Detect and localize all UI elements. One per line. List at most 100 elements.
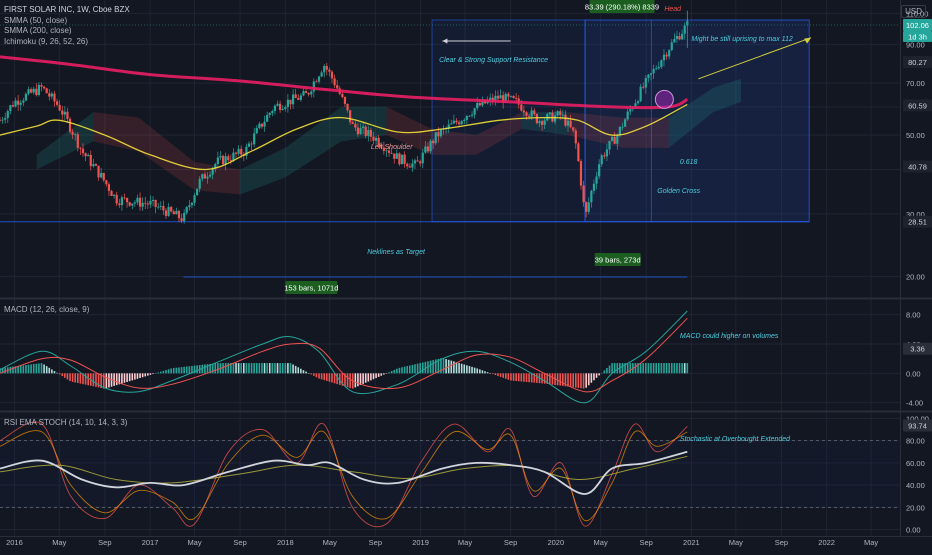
measure-top-badge: 83.39 (290.18%) 8339 (585, 0, 659, 13)
candle-body (107, 184, 111, 191)
macd-bar (354, 373, 357, 388)
countdown-badge-bg (903, 30, 932, 42)
symbol-title[interactable]: FIRST SOLAR INC, 1W, Cboe BZX (4, 5, 130, 14)
macd-bar (134, 373, 136, 380)
macd-bar (549, 373, 551, 385)
macd-bar (460, 363, 463, 374)
macd-bar (157, 372, 160, 374)
indicator-smma200-label[interactable]: SMMA (200, close) (4, 26, 72, 35)
macd-bar (590, 373, 593, 383)
macd-bar (95, 373, 97, 387)
macd-pane-title[interactable]: MACD (12, 26, close, 9) (4, 305, 90, 314)
measure-bars-left-badge: 153 bars, 1071d (284, 281, 338, 294)
candle-body (120, 197, 124, 206)
indicator-ichimoku-label[interactable]: Ichimoku (9, 26, 52, 26) (4, 36, 89, 46)
candle-body (629, 109, 632, 112)
rsi-pane-title[interactable]: RSI EMA STOCH (14, 10, 14, 3, 3) (4, 418, 128, 427)
macd-bar (0, 368, 1, 374)
macd-bar (606, 367, 608, 374)
macd-bar (118, 373, 121, 385)
macd-bar (305, 371, 307, 374)
candle-body (670, 42, 673, 51)
macd-bar (17, 365, 19, 374)
macd-bar (284, 363, 287, 374)
macd-bar (463, 364, 466, 374)
macd-bar (139, 373, 141, 379)
macd-bar (188, 366, 191, 374)
macd-tick-label: 8.00 (906, 311, 921, 320)
time-tick-label: 2016 (6, 538, 23, 547)
candle-body (678, 36, 681, 40)
macd-bar (175, 367, 178, 374)
candle-body (509, 95, 513, 97)
macd-bar (616, 363, 619, 374)
price-tick-label: 30.00 (906, 210, 925, 219)
candle-body (649, 73, 653, 75)
candle-body (74, 134, 77, 136)
candle-body (626, 111, 629, 120)
ichimoku-cloud (623, 117, 669, 148)
macd-bar (51, 369, 53, 374)
candle-body (362, 126, 365, 129)
measure-bars-left-badge-bg (285, 281, 338, 294)
ichimoku-cloud (240, 147, 286, 195)
time-tick-label: 2019 (412, 538, 429, 547)
candle-body (310, 91, 313, 95)
candle-body (616, 135, 619, 144)
macd-bar (77, 373, 79, 384)
macd-bar (313, 373, 315, 376)
candle-body (268, 112, 271, 115)
macd-bar (450, 360, 453, 374)
macd-bar (512, 373, 515, 381)
candle-body (118, 203, 121, 206)
candle-body (533, 110, 536, 115)
macd-bar (45, 366, 48, 374)
measure-bars-right-badge-text: 39 bars, 273d (595, 256, 641, 265)
price-tick-label: 50.00 (906, 131, 925, 140)
candle-body (598, 164, 601, 177)
macd-bar (294, 365, 297, 374)
candle-body (196, 188, 199, 196)
candle-body (349, 110, 352, 123)
support-arrow-head (442, 38, 448, 44)
candle-body (468, 115, 471, 117)
candle-body (452, 120, 455, 124)
macd-bar (629, 363, 632, 374)
candle-body (81, 148, 85, 154)
macd-bar (35, 363, 38, 374)
macd-bar (546, 373, 549, 384)
macd-bar (510, 373, 512, 381)
candle-body (644, 77, 647, 88)
currency-label[interactable]: USD (901, 5, 926, 18)
macd-bar (458, 362, 460, 374)
candle-body (665, 54, 668, 57)
candle-body (587, 202, 590, 212)
candle-body (395, 153, 398, 159)
macd-bar (639, 363, 642, 374)
annotation-rsi: Stochastic at Overbought Extended (680, 436, 791, 443)
candle-body (540, 121, 544, 125)
macd-bar (665, 363, 668, 374)
time-tick-label: 2022 (818, 538, 835, 547)
macd-bar (650, 363, 652, 374)
macd-bar (507, 373, 510, 380)
macd-bar (38, 363, 40, 374)
macd-bar (562, 373, 564, 386)
candle-body (245, 146, 248, 156)
macd-bar (437, 358, 440, 374)
macd-bar (12, 366, 14, 374)
candle-body (553, 115, 557, 122)
macd-bar (170, 368, 172, 374)
macd-bar (178, 367, 180, 374)
indicator-smma50-label[interactable]: SMMA (50, close) (4, 15, 68, 25)
macd-bar (523, 373, 525, 382)
ichimoku-cloud (386, 106, 433, 155)
macd-bar (574, 373, 577, 388)
candle-body (11, 105, 15, 107)
macd-bar (453, 361, 455, 374)
macd-bar (217, 363, 219, 374)
macd-bar (183, 366, 185, 374)
candle-body (0, 120, 2, 122)
macd-bar (224, 363, 227, 374)
